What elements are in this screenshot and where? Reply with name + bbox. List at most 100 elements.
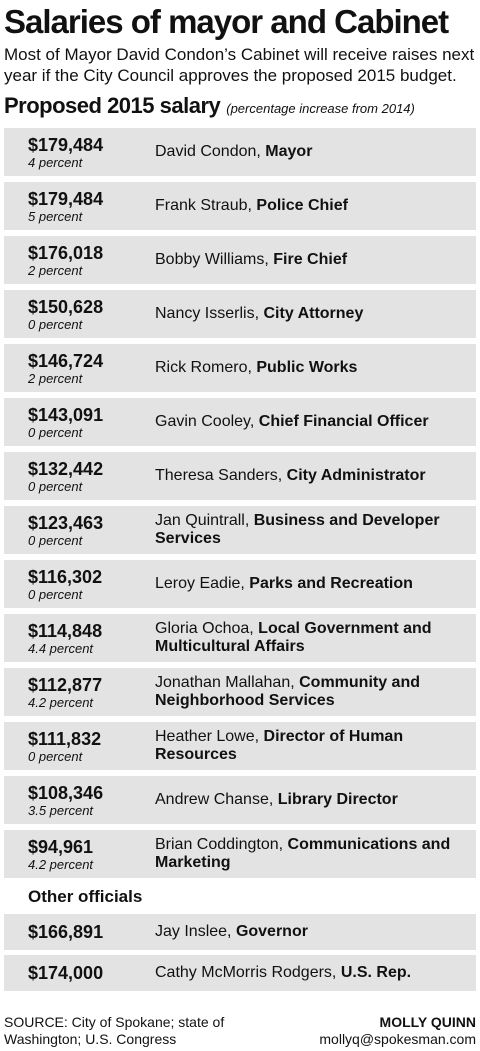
salary-cell: $116,302 0 percent [4, 567, 155, 602]
email: mollyq@spokesman.com [319, 1031, 476, 1047]
row: $112,877 4.2 percent Jonathan Mallahan, Co… [4, 668, 476, 716]
person: Gavin Cooley, Chief Financial Officer [155, 413, 455, 431]
role: Governor [235, 923, 308, 940]
name: Heather Lowe, [155, 728, 260, 745]
percent: 4.2 percent [28, 856, 94, 872]
section-note: (percentage increase from 2014) [226, 101, 415, 116]
name: Gloria Ochoa, [155, 620, 254, 637]
role: Community and Neighborhood Services [155, 674, 420, 709]
salary: $132,442 [28, 458, 104, 479]
other-heading: Other officials [28, 887, 143, 906]
row: $132,442 0 percent Theresa Sanders, City A… [4, 452, 476, 500]
salary: $146,724 [28, 350, 104, 371]
salary-cell: $111,832 0 percent [4, 729, 155, 764]
salary: $111,832 [28, 728, 102, 749]
role: Business and Developer Services [155, 512, 440, 547]
percent: 0 percent [28, 316, 83, 332]
salary: $174,000 [28, 963, 104, 983]
role: Director of Human Resources [155, 728, 404, 763]
salary: $116,302 [28, 566, 103, 587]
salary: $114,848 [28, 620, 103, 641]
role: City Administrator [286, 467, 426, 484]
name: Bobby Williams, [155, 251, 269, 268]
row: $116,302 0 percent Leroy Eadie, Parks and … [4, 560, 476, 608]
percent: 0 percent [28, 586, 83, 602]
salary-cell: $94,961 4.2 percent [4, 837, 155, 872]
subtitle: Most of Mayor David Condon’s Cabinet wil… [4, 45, 475, 85]
role: U.S. Rep. [340, 964, 412, 981]
percent: 4.2 percent [28, 694, 94, 710]
section-header: Proposed 2015 salary (percentage increase… [4, 93, 476, 122]
row: $174,000 Cathy McMorris Rodgers, U.S. Rep… [4, 955, 476, 991]
role: Police Chief [256, 197, 348, 214]
name: Nancy Isserlis, [155, 305, 260, 322]
salary-cell: $123,463 0 percent [4, 513, 155, 548]
person: Frank Straub, Police Chief [155, 197, 455, 215]
salary: $150,628 [28, 296, 104, 317]
salary-list: $179,484 4 percent David Condon, Mayor $179… [4, 128, 476, 878]
role: Library Director [277, 791, 398, 808]
name: Leroy Eadie, [155, 575, 245, 592]
person: Jonathan Mallahan, Community and Neighbo… [155, 674, 455, 710]
role: Parks and Recreation [249, 575, 413, 592]
person: Cathy McMorris Rodgers, U.S. Rep. [155, 964, 455, 982]
role: City Attorney [263, 305, 364, 322]
salary-cell: $166,891 [4, 922, 155, 942]
salary-cell: $114,848 4.4 percent [4, 621, 155, 656]
role: Chief Financial Officer [258, 413, 429, 430]
row: $179,484 5 percent Frank Straub, Police Ch… [4, 182, 476, 230]
salary-cell: $174,000 [4, 963, 155, 983]
percent: 0 percent [28, 532, 83, 548]
section-title: Proposed 2015 salary [4, 93, 221, 118]
name: Cathy McMorris Rodgers, [155, 964, 337, 981]
row: $166,891 Jay Inslee, Governor [4, 914, 476, 950]
footer: SOURCE: City of Spokane; state of Washin… [4, 1014, 476, 1048]
role: Public Works [256, 359, 358, 376]
name: Andrew Chanse, [155, 791, 274, 808]
salary: $123,463 [28, 512, 104, 533]
person: David Condon, Mayor [155, 143, 455, 161]
salary: $94,961 [28, 836, 94, 857]
row: $150,628 0 percent Nancy Isserlis, City At… [4, 290, 476, 338]
person: Bobby Williams, Fire Chief [155, 251, 455, 269]
name: Jonathan Mallahan, [155, 674, 295, 691]
name: Frank Straub, [155, 197, 252, 214]
salary-cell: $132,442 0 percent [4, 459, 155, 494]
row: $143,091 0 percent Gavin Cooley, Chief Fin… [4, 398, 476, 446]
percent: 2 percent [28, 370, 83, 386]
person: Jay Inslee, Governor [155, 923, 455, 941]
name: Jan Quintrall, [155, 512, 250, 529]
person: Nancy Isserlis, City Attorney [155, 305, 455, 323]
salary-cell: $179,484 4 percent [4, 135, 155, 170]
person: Theresa Sanders, City Administrator [155, 467, 455, 485]
role: Mayor [265, 143, 313, 160]
salary: $108,346 [28, 782, 104, 803]
row: $94,961 4.2 percent Brian Coddington, Comm… [4, 830, 476, 878]
name: Brian Coddington, [155, 836, 284, 853]
person: Rick Romero, Public Works [155, 359, 455, 377]
title: Salaries of mayor and Cabinet [4, 3, 449, 40]
name: Jay Inslee, [155, 923, 232, 940]
percent: 4 percent [28, 154, 83, 170]
salary-cell: $179,484 5 percent [4, 189, 155, 224]
salary-cell: $146,724 2 percent [4, 351, 155, 386]
role: Fire Chief [273, 251, 348, 268]
row: $114,848 4.4 percent Gloria Ochoa, Local G… [4, 614, 476, 662]
percent: 5 percent [28, 208, 83, 224]
salary-cell: $108,346 3.5 percent [4, 783, 155, 818]
row: $108,346 3.5 percent Andrew Chanse, Librar… [4, 776, 476, 824]
row: $111,832 0 percent Heather Lowe, Director … [4, 722, 476, 770]
row: $179,484 4 percent David Condon, Mayor [4, 128, 476, 176]
row: $123,463 0 percent Jan Quintrall, Business… [4, 506, 476, 554]
salary: $176,018 [28, 242, 104, 263]
credit: MOLLY QUINN mollyq@spokesman.com [319, 1014, 476, 1048]
salary: $179,484 [28, 188, 104, 209]
salary: $179,484 [28, 134, 104, 155]
name: Theresa Sanders, [155, 467, 283, 484]
name: Gavin Cooley, [155, 413, 255, 430]
person: Gloria Ochoa, Local Government and Multi… [155, 620, 455, 656]
salary-cell: $112,877 4.2 percent [4, 675, 155, 710]
source: SOURCE: City of Spokane; state of Washin… [4, 1014, 225, 1047]
person: Leroy Eadie, Parks and Recreation [155, 575, 455, 593]
